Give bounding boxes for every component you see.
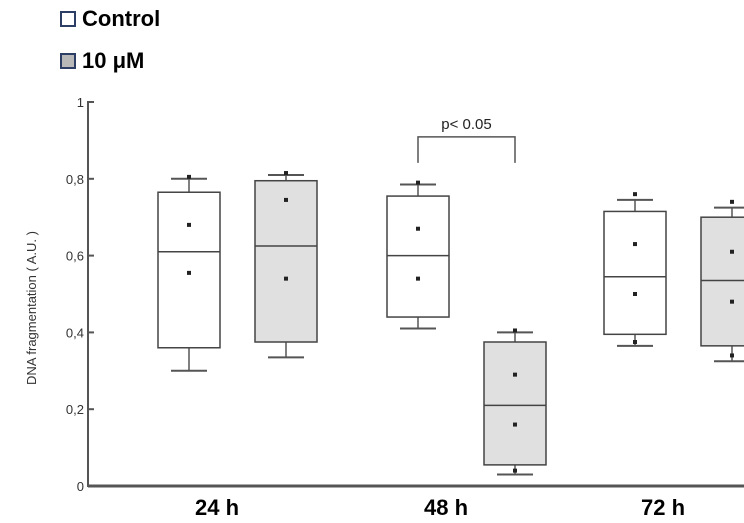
data-point [187, 270, 191, 275]
data-point [513, 328, 517, 333]
legend-label-control: Control [82, 6, 161, 31]
y-tick-label: 0,8 [66, 172, 84, 187]
data-point [416, 276, 420, 281]
legend-item-10um: 10 μM [60, 48, 144, 74]
data-point [633, 292, 637, 296]
legend-swatch-control [60, 11, 76, 27]
data-point [513, 372, 517, 377]
data-point [633, 242, 637, 247]
box-10um-24h [254, 171, 318, 359]
y-axis-label: DNA fragmentation ( A.U. ) [24, 231, 39, 385]
data-point [730, 299, 734, 304]
box-10um-72h [700, 199, 744, 363]
y-tick-label: 0,2 [66, 402, 84, 417]
y-tick-label: 1 [77, 95, 84, 110]
data-point [730, 199, 734, 204]
data-point [187, 222, 191, 227]
data-point [633, 340, 637, 344]
box-iqr [157, 191, 221, 349]
box-iqr [700, 216, 744, 347]
data-point [730, 249, 734, 254]
y-tick-label: 0,6 [66, 249, 84, 264]
box-control-48h [386, 180, 450, 330]
data-point [513, 422, 517, 427]
box-iqr [386, 195, 450, 318]
significance-bracket [417, 136, 516, 163]
legend-label-10um: 10 μM [82, 48, 145, 73]
box-iqr [254, 179, 318, 343]
legend-item-control: Control [60, 6, 160, 32]
y-tick-label: 0,4 [66, 325, 84, 340]
y-tick-label: 0 [77, 479, 84, 494]
box-control-72h [603, 192, 667, 347]
legend-swatch-10um [60, 53, 76, 69]
x-category-label: 24 h [195, 495, 239, 520]
box-iqr [603, 210, 667, 336]
data-point [284, 171, 288, 176]
x-category-label: 48 h [424, 495, 468, 520]
significance-label: p< 0.05 [441, 116, 491, 133]
data-point [513, 468, 517, 473]
data-point [416, 180, 420, 185]
data-point [284, 197, 288, 202]
data-point [187, 174, 191, 179]
box-iqr [483, 341, 547, 466]
box-10um-48h [483, 328, 547, 476]
data-point [284, 276, 288, 281]
x-category-label: 72 h [641, 495, 685, 520]
data-point [416, 226, 420, 231]
data-point [730, 353, 734, 358]
data-point [633, 192, 637, 197]
box-control-24h [157, 174, 221, 372]
